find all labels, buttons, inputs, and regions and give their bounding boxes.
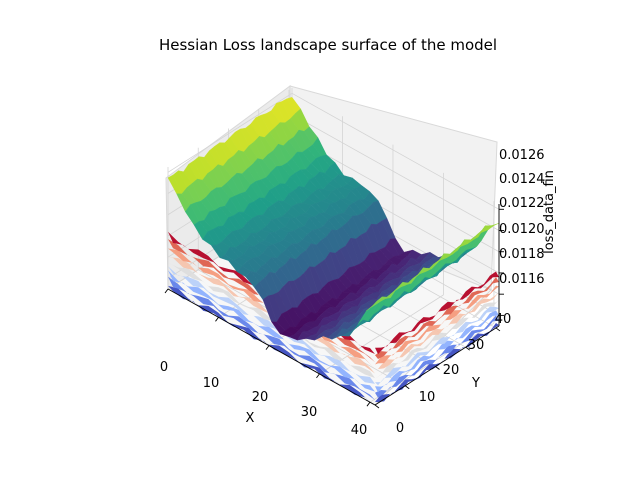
coolwarm-contour-band xyxy=(375,299,499,379)
y-axis-line xyxy=(374,325,500,406)
z-tick-label: 0.0124 xyxy=(499,172,545,187)
coolwarm-contour-band xyxy=(168,270,375,392)
x-axis-line xyxy=(167,288,376,406)
x-axis-label: X xyxy=(246,411,255,426)
x-tick-label: 30 xyxy=(301,405,318,420)
z-tick-label: 0.0118 xyxy=(499,247,545,262)
z-tick-label: 0.0116 xyxy=(499,272,545,287)
x-tick xyxy=(316,373,320,379)
y-tick xyxy=(435,366,440,370)
x-tick xyxy=(366,401,371,407)
x-tick-label: 10 xyxy=(203,376,220,391)
coolwarm-contour-band xyxy=(375,310,499,393)
coolwarm-contour-band xyxy=(375,315,499,398)
surface-patch xyxy=(366,301,381,311)
z-tick-label: 0.0122 xyxy=(499,196,545,211)
y-tick-label: 0 xyxy=(396,421,404,436)
z-axis-label: loss_data_fin xyxy=(542,170,557,254)
coolwarm-contour-band xyxy=(168,276,375,400)
y-tick xyxy=(495,327,501,332)
x-tick-label: 40 xyxy=(351,423,368,438)
axes xyxy=(164,204,504,409)
loss-surface xyxy=(167,97,500,408)
y-tick-label: 30 xyxy=(468,338,485,353)
y-axis-label: Y xyxy=(471,376,480,391)
left-pane-grid-line xyxy=(167,92,293,173)
z-tick-label: 0.0120 xyxy=(499,222,545,237)
x-tick xyxy=(265,345,270,350)
chart-title: Hessian Loss landscape surface of the mo… xyxy=(159,36,497,54)
x-tick xyxy=(215,317,219,322)
coolwarm-contour-band xyxy=(168,257,375,374)
coolwarm-contour-band xyxy=(375,285,499,365)
coolwarm-contour-band xyxy=(375,306,499,386)
x-tick-label: 0 xyxy=(160,360,168,375)
coolwarm-contour-band xyxy=(168,266,375,384)
coolwarm-contour-band xyxy=(375,322,499,403)
x-tick xyxy=(164,288,169,294)
coolwarm-contour-band xyxy=(375,277,499,360)
coolwarm-contour-band xyxy=(168,285,375,408)
x-tick-label: 20 xyxy=(252,390,269,405)
back-pane-grid-line xyxy=(291,114,500,231)
coolwarm-contour-band xyxy=(375,271,499,355)
y-tick xyxy=(465,346,471,351)
back-pane-grid-line xyxy=(291,92,500,210)
y-tick-label: 20 xyxy=(443,363,460,378)
floor-grid-line xyxy=(319,294,444,375)
y-tick-label: 40 xyxy=(495,312,512,327)
y-tick xyxy=(374,404,380,409)
y-tick xyxy=(404,385,410,390)
y-tick-label: 10 xyxy=(419,390,436,405)
coolwarm-contour-band xyxy=(375,292,499,374)
z-tick-label: 0.0126 xyxy=(499,148,545,163)
